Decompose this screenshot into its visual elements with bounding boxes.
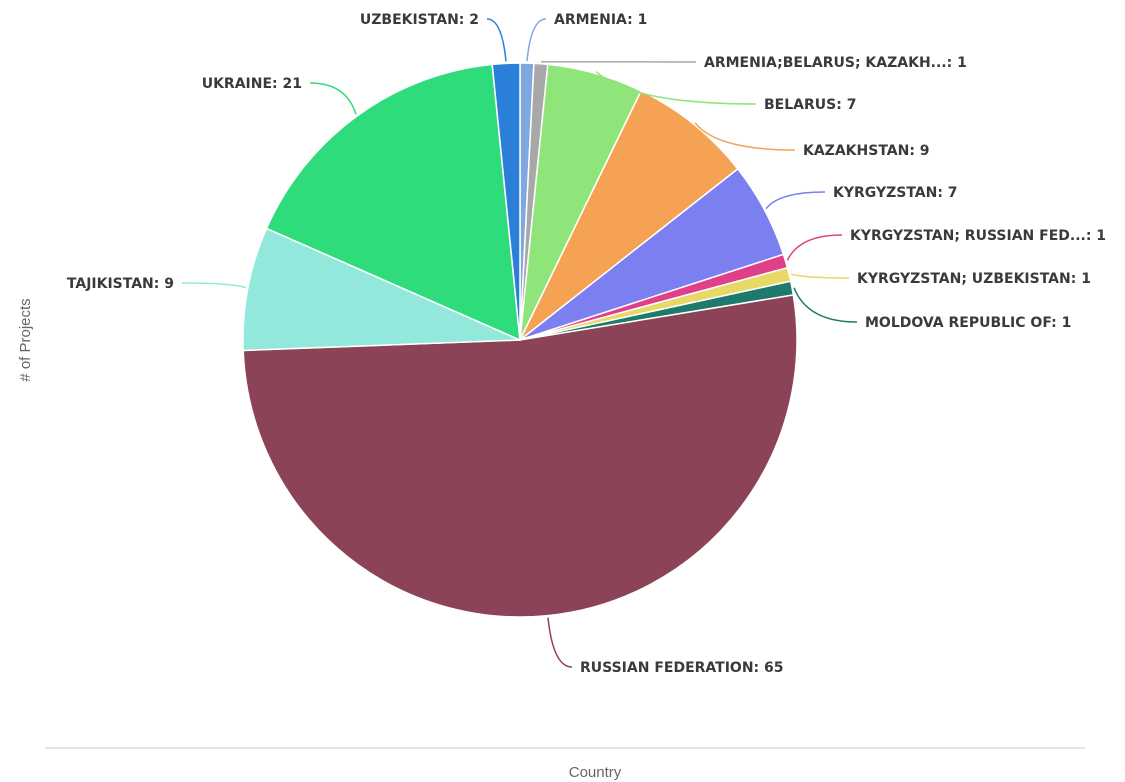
slice-label-armenia: ARMENIA: 1 [554,12,647,28]
slice-label-armenia-belarus-kazakh: ARMENIA;BELARUS; KAZAKH...: 1 [704,55,967,71]
leader-line-tajikistan [181,282,247,289]
leader-line-russian-federation [547,617,573,668]
leader-line-uzbekistan [486,18,507,62]
leader-line-kyrgyzstan-russian-fed [786,234,843,261]
y-axis-title: # of Projects [17,298,34,381]
slice-label-uzbekistan: UZBEKISTAN: 2 [360,12,479,28]
pie-slice-uzbekistan[interactable] [491,62,521,341]
pie-slice-russian-federation[interactable] [242,294,798,618]
pie-slice-kazakhstan[interactable] [519,89,739,341]
pie-slice-ukraine[interactable] [265,63,521,342]
x-axis-title: Country [569,764,622,781]
pie-slice-tajikistan[interactable] [242,227,521,352]
slice-label-ukraine: UKRAINE: 21 [202,76,302,92]
slice-label-kyrgyzstan-russian-fed: KYRGYZSTAN; RUSSIAN FED...: 1 [850,228,1106,244]
slice-label-kyrgyzstan: KYRGYZSTAN: 7 [833,185,958,201]
slice-label-russian-federation: RUSSIAN FEDERATION: 65 [580,660,784,676]
leader-line-kyrgyzstan [765,191,826,210]
leader-line-kazakhstan [694,122,796,151]
leader-lines [181,18,858,668]
slice-label-belarus: BELARUS: 7 [764,97,856,113]
slice-labels: ARMENIA: 1 ARMENIA;BELARUS; KAZAKH...: 1 B… [67,12,1106,676]
pie-slices [242,62,798,618]
slice-label-kyrgyzstan-uzbekistan: KYRGYZSTAN; UZBEKISTAN: 1 [857,271,1091,287]
leader-line-belarus [595,71,757,105]
slice-label-moldova-republic-of: MOLDOVA REPUBLIC OF: 1 [865,315,1071,331]
leader-line-ukraine [309,82,357,115]
leader-line-armenia [526,18,547,62]
slice-label-kazakhstan: KAZAKHSTAN: 9 [803,143,930,159]
leader-line-moldova-republic-of [793,287,858,323]
slice-label-tajikistan: TAJIKISTAN: 9 [67,276,174,292]
leader-line-kyrgyzstan-uzbekistan [790,273,850,279]
